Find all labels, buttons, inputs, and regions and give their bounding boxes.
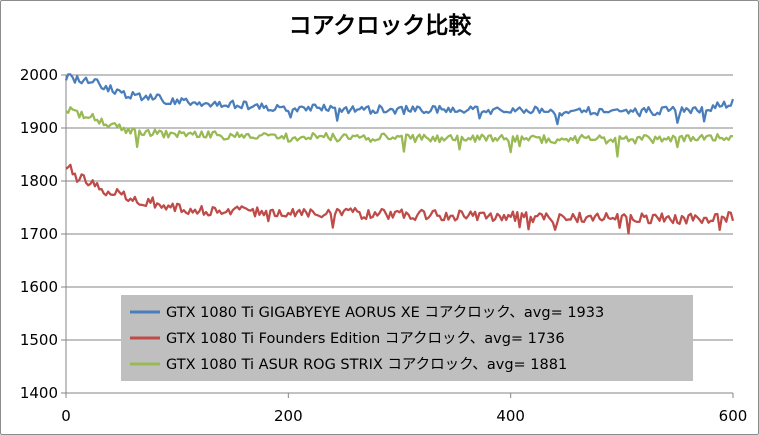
y-tick-label: 1400 <box>20 384 58 402</box>
legend-entry: GTX 1080 Ti GIGABYEYE AORUS XE コアクロック、av… <box>166 304 604 321</box>
y-tick-label: 1900 <box>20 119 58 137</box>
x-tick-label: 600 <box>719 407 748 425</box>
y-tick-label: 1800 <box>20 172 58 190</box>
legend-box <box>121 295 693 381</box>
legend-entry: GTX 1080 Ti Founders Edition コアクロック、avg=… <box>166 330 565 347</box>
y-tick-label: 1500 <box>20 331 58 349</box>
legend: GTX 1080 Ti GIGABYEYE AORUS XE コアクロック、av… <box>121 295 693 381</box>
legend-entry: GTX 1080 Ti ASUR ROG STRIX コアクロック、avg= 1… <box>166 356 567 373</box>
chart-title: コアクロック比較 <box>289 12 473 39</box>
y-tick-label: 1600 <box>20 278 58 296</box>
series-line <box>65 163 735 235</box>
series-layer <box>64 73 735 235</box>
y-tick-label: 2000 <box>20 66 58 84</box>
x-tick-label: 200 <box>274 407 303 425</box>
x-tick-label: 0 <box>61 407 71 425</box>
series-line <box>64 73 735 126</box>
axes: 1400 1500 1600 1700 1800 1900 2000 0 200 400 600 <box>20 66 748 425</box>
y-tick-label: 1700 <box>20 225 58 243</box>
series-line <box>65 106 733 158</box>
x-tick-label: 400 <box>496 407 525 425</box>
